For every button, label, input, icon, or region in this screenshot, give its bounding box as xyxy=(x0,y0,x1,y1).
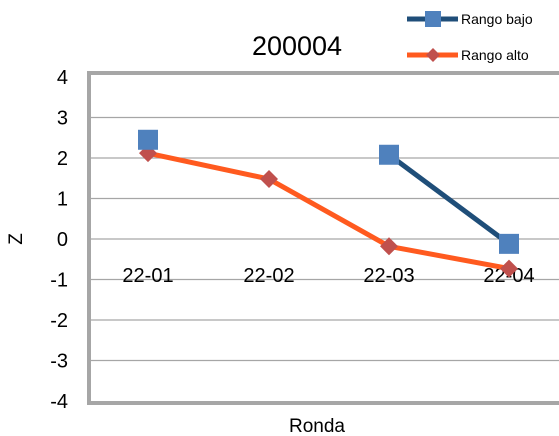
y-tick-label: -4 xyxy=(50,391,68,413)
data-point-diamond xyxy=(500,259,518,278)
x-axis-label: Ronda xyxy=(289,416,345,436)
y-axis-label: Z xyxy=(6,233,27,245)
legend-marker-diamond xyxy=(426,48,440,62)
legend-label: Rango bajo xyxy=(461,11,533,27)
data-point-square xyxy=(138,129,158,150)
y-tick-label: 3 xyxy=(57,108,68,130)
legend: Rango bajo Rango alto xyxy=(407,11,533,63)
y-tick-label: 1 xyxy=(57,189,68,211)
data-point-square xyxy=(379,144,399,165)
series-line xyxy=(387,152,511,246)
y-tick-label: 2 xyxy=(57,148,68,170)
series-line xyxy=(147,150,510,272)
y-axis-ticks: 4 3 2 1 0 -1 -2 -3 -4 xyxy=(50,67,68,413)
x-tick-label: 22-01 xyxy=(122,265,173,287)
data-point-square xyxy=(499,233,519,254)
y-tick-label: 4 xyxy=(57,67,68,89)
y-tick-label: -2 xyxy=(50,310,68,332)
y-tick-label: 0 xyxy=(57,229,68,251)
legend-label: Rango alto xyxy=(461,47,529,63)
data-point-diamond xyxy=(380,237,398,256)
y-tick-label: -1 xyxy=(50,270,68,292)
plot-area-border xyxy=(87,71,559,405)
x-tick-label: 22-03 xyxy=(363,265,414,287)
x-tick-label: 22-02 xyxy=(243,265,294,287)
data-point-diamond xyxy=(260,170,278,189)
series-group xyxy=(138,129,519,278)
chart-title: 200004 xyxy=(252,31,342,61)
legend-marker-square xyxy=(425,11,441,27)
y-tick-label: -3 xyxy=(50,351,68,373)
